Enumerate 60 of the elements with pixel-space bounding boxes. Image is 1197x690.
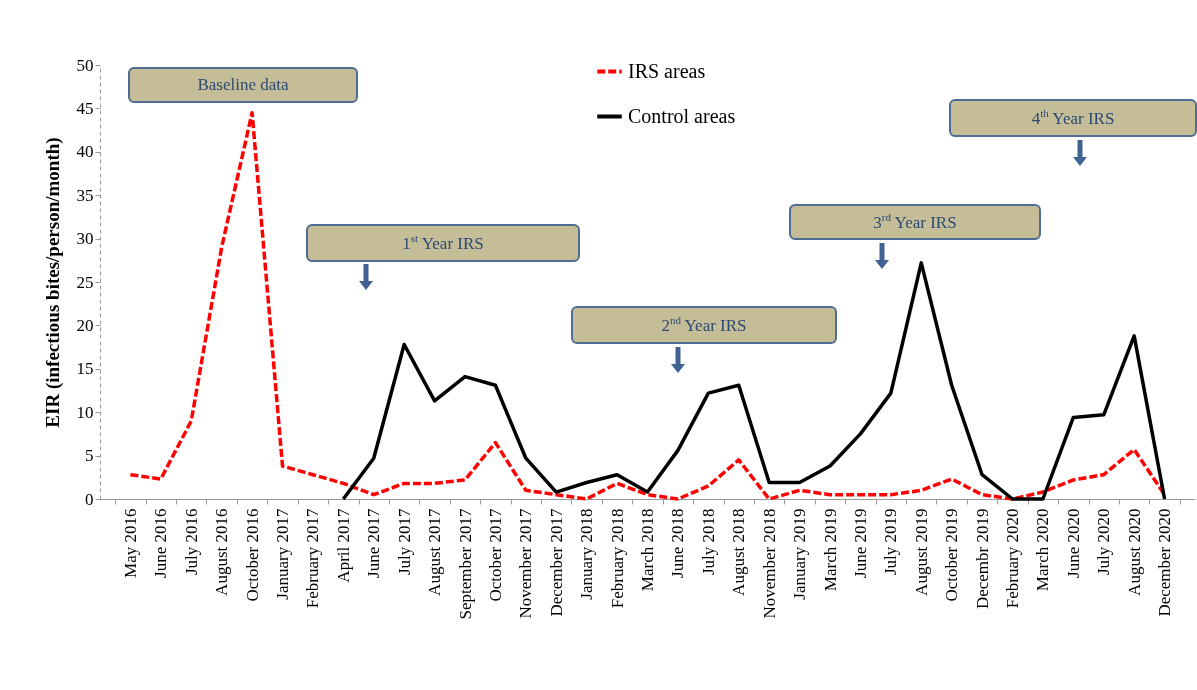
x-tick-label: Decembr 2019 — [972, 508, 992, 610]
x-tick-label: July 2016 — [181, 508, 201, 576]
x-tick-label: May 2016 — [120, 508, 140, 578]
y-axis-title: EIR (infectious bites/person/month) — [41, 137, 64, 428]
x-tick-label: October 2017 — [485, 508, 505, 602]
x-tick-label: July 2017 — [394, 508, 414, 576]
x-tick-label: December 2017 — [546, 508, 566, 617]
annotation: Baseline data — [197, 75, 289, 95]
x-tick-label: June 2019 — [850, 508, 870, 578]
y-tick-label: 20 — [76, 315, 94, 335]
callout-box: 2$^{nd}$ Year IRS — [571, 306, 837, 344]
x-tick-label: February 2020 — [1003, 508, 1022, 609]
x-tick-label: October 2019 — [942, 508, 962, 602]
x-tick-label: January 2018 — [577, 508, 597, 600]
y-tick-label: 40 — [76, 142, 94, 162]
x-tick-label: October 2016 — [242, 508, 262, 602]
x-tick-label: June 2018 — [668, 508, 688, 578]
legend-label: Control areas — [628, 104, 736, 127]
x-tick-label: June 2016 — [151, 508, 171, 578]
annotation: 4$^{th}$ Year IRS — [1031, 107, 1115, 129]
legend-label: IRS areas — [628, 59, 706, 82]
x-tick-label: June 2017 — [364, 508, 384, 578]
x-tick-label: December 2020 — [1155, 508, 1175, 617]
x-tick-label: August 2017 — [425, 508, 445, 596]
x-tick-label: July 2020 — [1094, 508, 1114, 576]
annotation: 3$^{rd}$ Year IRS — [873, 211, 957, 233]
annotation: 1$^{st}$ Year IRS — [402, 232, 484, 254]
x-tick-label: April 2017 — [333, 508, 353, 583]
x-tick-label: August 2019 — [911, 508, 931, 596]
x-tick-label: June 2020 — [1063, 508, 1083, 578]
y-tick-label: 0 — [85, 489, 94, 509]
y-tick-label: 10 — [76, 402, 94, 422]
x-tick-label: August 2016 — [212, 508, 232, 596]
y-tick-label: 30 — [76, 229, 94, 249]
x-tick-label: February 2018 — [607, 508, 627, 609]
y-tick-label: 15 — [76, 359, 94, 379]
y-tick-label: 35 — [76, 185, 94, 205]
line-series — [341, 261, 1167, 501]
x-tick-label: March 2020 — [1033, 508, 1053, 592]
x-tick-label: August 2018 — [729, 508, 749, 596]
callout-box: Baseline data — [128, 67, 358, 103]
x-tick-label: January 2017 — [273, 508, 292, 600]
x-tick-label: March 2019 — [820, 508, 840, 592]
y-tick-label: 45 — [76, 98, 94, 118]
annotation: 2$^{nd}$ Year IRS — [661, 314, 747, 336]
x-tick-label: February 2017 — [303, 508, 323, 609]
y-tick-label: 25 — [76, 272, 94, 292]
y-tick-label: 5 — [85, 446, 94, 466]
x-tick-label: July 2019 — [881, 508, 901, 576]
x-tick-label: August 2020 — [1124, 508, 1144, 596]
x-tick-label: November 2018 — [759, 508, 779, 619]
callout-box: 3$^{rd}$ Year IRS — [789, 204, 1041, 240]
x-tick-label: March 2018 — [638, 508, 657, 592]
x-tick-label: July 2018 — [698, 508, 718, 576]
callout-box: 1$^{st}$ Year IRS — [306, 224, 580, 262]
x-tick-label: January 2019 — [790, 508, 810, 600]
y-tick-label: 50 — [76, 55, 94, 75]
x-tick-label: September 2017 — [455, 508, 475, 620]
callout-box: 4$^{th}$ Year IRS — [949, 99, 1197, 137]
x-tick-label: November 2017 — [516, 508, 536, 619]
